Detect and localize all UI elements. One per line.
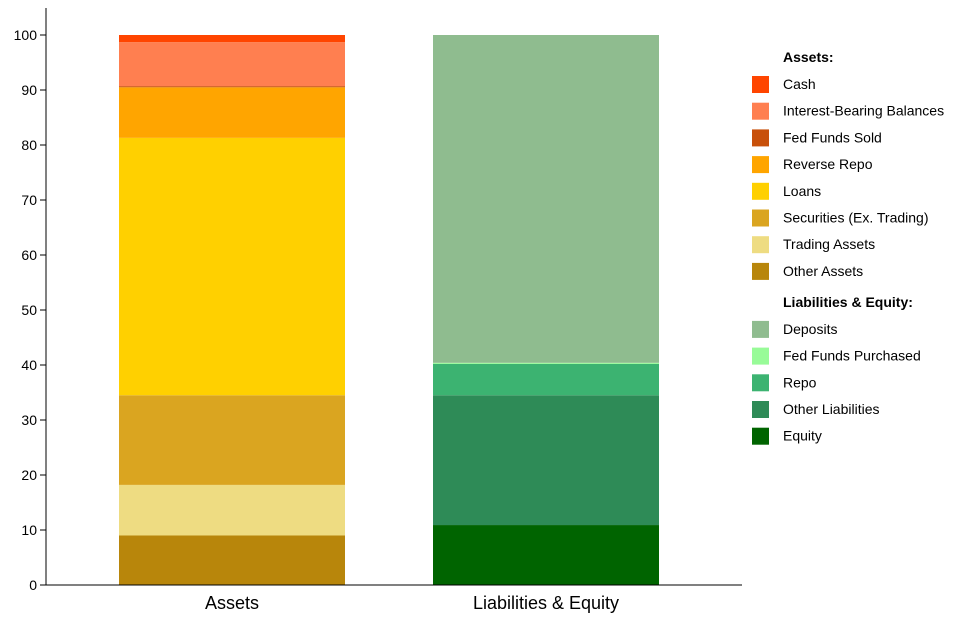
bar-segment bbox=[119, 484, 345, 536]
legend-swatch bbox=[752, 102, 769, 120]
x-tick-label: Assets bbox=[205, 593, 259, 613]
bar-segment bbox=[119, 87, 345, 138]
legend-swatch bbox=[752, 209, 769, 227]
y-tick-label: 0 bbox=[29, 577, 37, 593]
y-tick-label: 20 bbox=[21, 467, 37, 483]
legend-swatch bbox=[752, 347, 769, 365]
bar-segment bbox=[433, 363, 659, 396]
legend-label: Cash bbox=[783, 76, 816, 92]
legend-label: Deposits bbox=[783, 321, 837, 337]
legend-heading: Assets: bbox=[783, 49, 834, 65]
y-tick-label: 40 bbox=[21, 357, 37, 373]
legend-label: Interest-Bearing Balances bbox=[783, 103, 944, 119]
legend-label: Repo bbox=[783, 374, 817, 390]
bar-segment bbox=[119, 137, 345, 396]
legend-label: Other Liabilities bbox=[783, 401, 880, 417]
legend-label: Fed Funds Purchased bbox=[783, 348, 921, 364]
bar-segment bbox=[433, 395, 659, 526]
legend-swatch bbox=[752, 427, 769, 445]
bar-segment bbox=[119, 42, 345, 87]
legend-swatch bbox=[752, 236, 769, 254]
legend-label: Securities (Ex. Trading) bbox=[783, 210, 929, 226]
legend-swatch bbox=[752, 156, 769, 174]
legend-swatch bbox=[752, 374, 769, 392]
bar-segment bbox=[119, 395, 345, 485]
y-tick-label: 90 bbox=[21, 82, 37, 98]
bar-segment bbox=[119, 86, 345, 88]
bar-segment bbox=[119, 35, 345, 43]
x-tick-label: Liabilities & Equity bbox=[473, 593, 619, 613]
legend-label: Loans bbox=[783, 183, 821, 199]
legend-label: Other Assets bbox=[783, 263, 863, 279]
y-tick-label: 80 bbox=[21, 137, 37, 153]
legend-swatch bbox=[752, 262, 769, 280]
legend-swatch bbox=[752, 182, 769, 200]
legend-label: Equity bbox=[783, 428, 822, 444]
legend-swatch bbox=[752, 320, 769, 338]
legend-label: Reverse Repo bbox=[783, 156, 873, 172]
legend-swatch bbox=[752, 401, 769, 418]
legend-swatch bbox=[752, 129, 769, 147]
legend-label: Trading Assets bbox=[783, 236, 875, 252]
legend-heading: Liabilities & Equity: bbox=[783, 294, 913, 310]
y-tick-label: 100 bbox=[14, 27, 38, 43]
y-tick-label: 10 bbox=[21, 522, 37, 538]
y-tick-label: 30 bbox=[21, 412, 37, 428]
legend-swatch bbox=[752, 76, 769, 93]
bar-segment bbox=[433, 362, 659, 364]
bar-segment bbox=[433, 525, 659, 585]
y-tick-label: 70 bbox=[21, 192, 37, 208]
y-tick-label: 50 bbox=[21, 302, 37, 318]
bar-segment bbox=[119, 535, 345, 585]
legend-label: Fed Funds Sold bbox=[783, 129, 882, 145]
bar-segment bbox=[433, 35, 659, 363]
y-tick-label: 60 bbox=[21, 247, 37, 263]
